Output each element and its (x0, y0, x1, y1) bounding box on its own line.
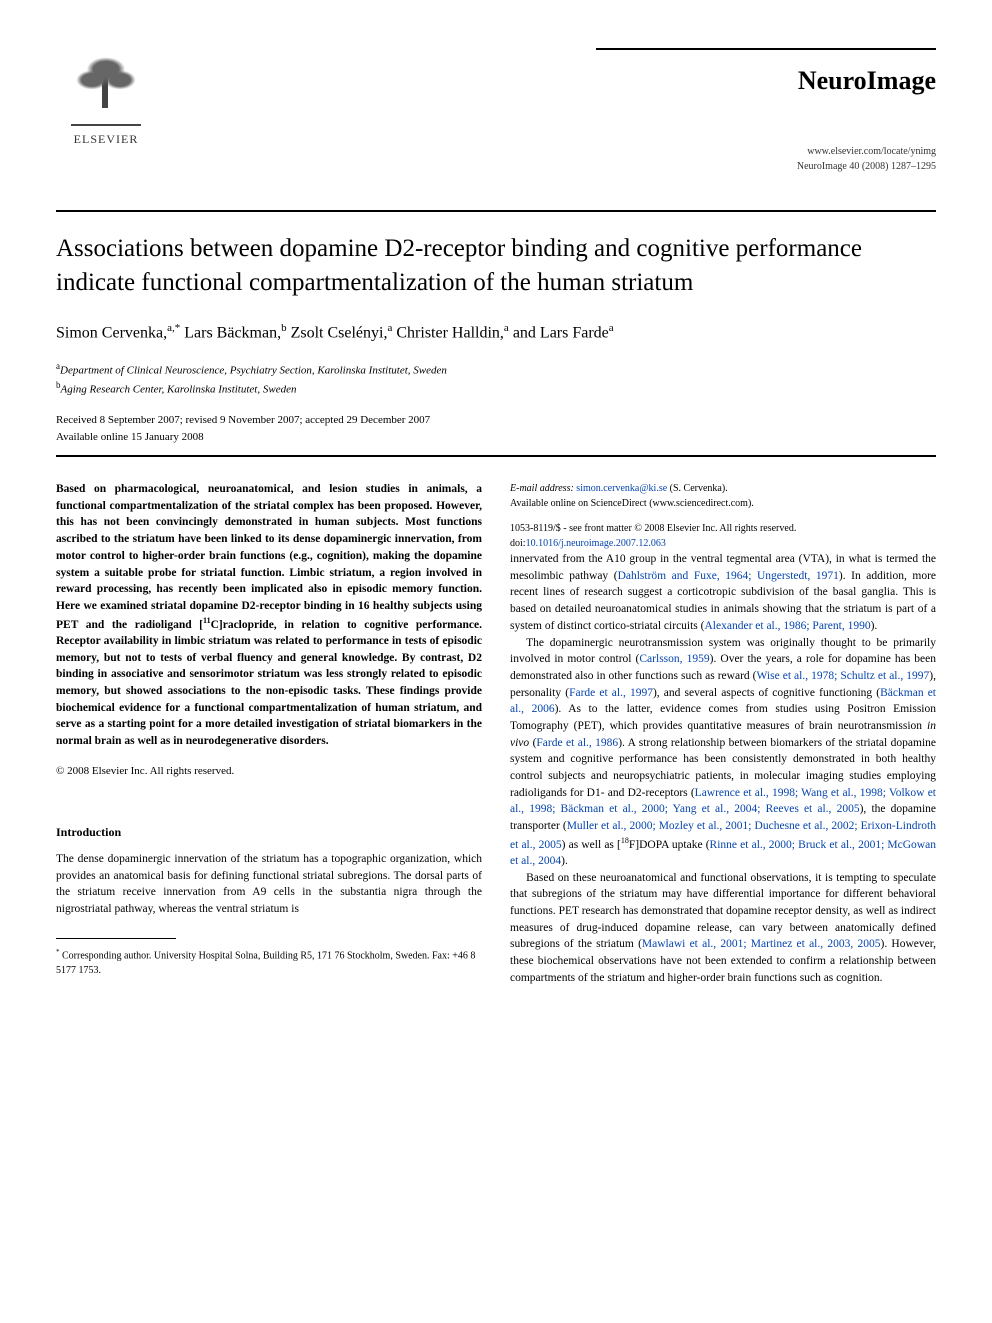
bottom-meta: 1053-8119/$ - see front matter © 2008 El… (510, 521, 936, 551)
citation-link[interactable]: Farde et al., 1997 (569, 687, 653, 699)
title-rule-bottom (56, 455, 936, 457)
corr-author-note: Corresponding author. University Hospita… (56, 950, 475, 976)
footnote-rule (56, 938, 176, 939)
header-row: ELSEVIER NeuroImage www.elsevier.com/loc… (56, 48, 936, 174)
intro-p3: The dopaminergic neurotransmission syste… (510, 635, 936, 870)
dates-line2: Available online 15 January 2008 (56, 429, 936, 446)
affil-text-a: Department of Clinical Neuroscience, Psy… (60, 364, 447, 376)
citation-link[interactable]: Alexander et al., 1986; Parent, 1990 (705, 620, 871, 632)
citation-link[interactable]: Mawlawi et al., 2001; Martinez et al., 2… (642, 938, 881, 950)
body-columns: Based on pharmacological, neuroanatomica… (56, 481, 936, 986)
journal-name: NeuroImage (596, 66, 936, 96)
intro-p2: innervated from the A10 group in the ven… (510, 551, 936, 634)
dates-line1: Received 8 September 2007; revised 9 Nov… (56, 412, 936, 429)
intro-heading: Introduction (56, 824, 482, 841)
issn-line: 1053-8119/$ - see front matter © 2008 El… (510, 521, 936, 536)
affiliations: aDepartment of Clinical Neuroscience, Ps… (56, 360, 936, 398)
citation-link[interactable]: Wise et al., 1978; Schultz et al., 1997 (757, 670, 930, 682)
email-label: E-mail address: (510, 483, 574, 494)
doi-label: doi: (510, 538, 526, 549)
publisher-name: ELSEVIER (56, 132, 156, 147)
citation-link[interactable]: Farde et al., 1986 (536, 737, 618, 749)
article-title: Associations between dopamine D2-recepto… (56, 232, 936, 300)
title-rule-top (56, 210, 936, 212)
elsevier-tree-icon (71, 48, 141, 126)
journal-citation: NeuroImage 40 (2008) 1287–1295 (596, 159, 936, 174)
doi-link[interactable]: 10.1016/j.neuroimage.2007.12.063 (526, 538, 666, 549)
article-dates: Received 8 September 2007; revised 9 Nov… (56, 412, 936, 445)
intro-p4: Based on these neuroanatomical and funct… (510, 870, 936, 987)
intro-p1: The dense dopaminergic innervation of th… (56, 851, 482, 918)
journal-block: NeuroImage www.elsevier.com/locate/ynimg… (596, 48, 936, 174)
corr-email-link[interactable]: simon.cervenka@ki.se (576, 483, 667, 494)
publisher-logo: ELSEVIER (56, 48, 156, 147)
abstract-copyright: © 2008 Elsevier Inc. All rights reserved… (56, 764, 482, 780)
email-paren: (S. Cervenka). (670, 483, 728, 494)
availability-note: Available online on ScienceDirect (www.s… (510, 496, 936, 511)
affil-text-b: Aging Research Center, Karolinska Instit… (61, 384, 297, 396)
authors: Simon Cervenka,a,* Lars Bäckman,b Zsolt … (56, 322, 936, 342)
journal-rule (596, 48, 936, 50)
citation-link[interactable]: Carlsson, 1959 (639, 653, 709, 665)
abstract: Based on pharmacological, neuroanatomica… (56, 481, 482, 750)
journal-locator: www.elsevier.com/locate/ynimg (596, 144, 936, 159)
citation-link[interactable]: Dahlström and Fuxe, 1964; Ungerstedt, 19… (618, 570, 839, 582)
